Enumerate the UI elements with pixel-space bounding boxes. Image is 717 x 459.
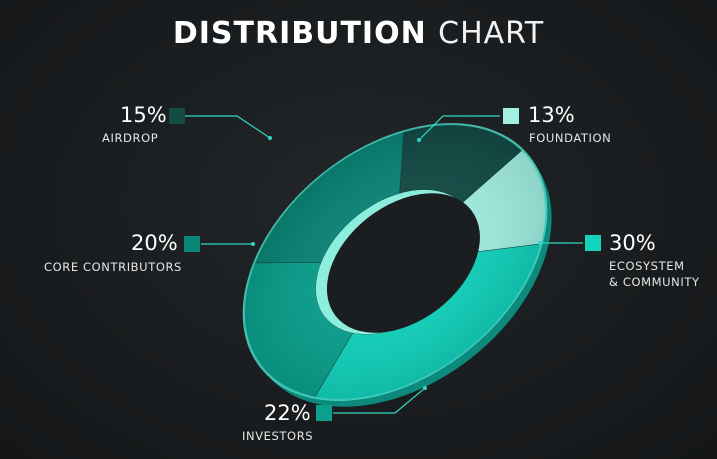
ecosystem-swatch — [585, 235, 601, 251]
foundation-label: FOUNDATION — [529, 131, 612, 145]
investors-label: INVESTORS — [242, 429, 314, 443]
core-label: CORE CONTRIBUTORS — [44, 260, 182, 274]
foundation-swatch — [503, 108, 519, 124]
leader-dot-airdrop — [268, 136, 272, 140]
airdrop-swatch — [169, 108, 185, 124]
ecosystem-label-line1: ECOSYSTEM — [609, 259, 685, 273]
chart-title-bold: DISTRIBUTION — [172, 16, 427, 51]
leader-line-foundation — [418, 115, 500, 141]
investors-swatch — [316, 405, 332, 421]
core-percent: 20% — [131, 231, 178, 255]
chart-title: DISTRIBUTION CHART — [0, 16, 717, 51]
chart-title-light: CHART — [438, 16, 545, 51]
ecosystem-label: ECOSYSTEM & COMMUNITY — [609, 259, 700, 290]
airdrop-percent: 15% — [120, 103, 167, 127]
core-swatch — [184, 236, 200, 252]
airdrop-label: AIRDROP — [102, 131, 159, 145]
foundation-percent: 13% — [528, 103, 575, 127]
leader-dot-foundation — [417, 138, 421, 142]
leader-dot-ecosystem — [538, 241, 542, 245]
leader-dots — [251, 136, 542, 390]
leader-dot-core — [251, 242, 255, 246]
donut-hole — [326, 193, 480, 333]
leader-line-airdrop — [183, 115, 271, 139]
leader-line-investors — [333, 387, 426, 414]
investors-percent: 22% — [264, 401, 311, 425]
leader-lines — [183, 115, 583, 414]
ecosystem-label-line2: & COMMUNITY — [609, 274, 700, 289]
leader-dot-investors — [423, 386, 427, 390]
ecosystem-percent: 30% — [609, 231, 656, 255]
